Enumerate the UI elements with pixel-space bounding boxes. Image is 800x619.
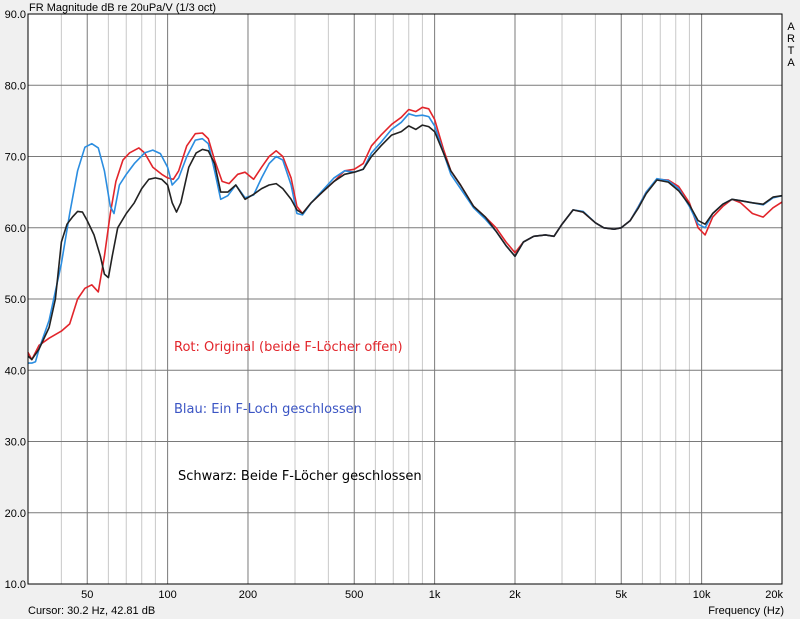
x-tick-label: 10k	[693, 589, 711, 601]
cursor-readout: Cursor: 30.2 Hz, 42.81 dB	[28, 605, 155, 617]
y-tick-label: 80.0	[5, 80, 26, 92]
plot-border	[27, 13, 783, 585]
x-tick-label: 20k	[765, 589, 783, 601]
y-tick-label: 10.0	[5, 579, 26, 591]
major-grid	[28, 14, 782, 584]
annotation-black: Schwarz: Beide F-Löcher geschlossen	[178, 469, 422, 484]
series-layer	[27, 106, 783, 364]
y-tick-label: 30.0	[5, 437, 26, 449]
x-tick-label: 50	[81, 589, 93, 601]
annotation-red: Rot: Original (beide F-Löcher offen)	[174, 340, 403, 355]
x-tick-label: 100	[158, 589, 176, 601]
chart-title: FR Magnitude dB re 20uPa/V (1/3 oct)	[29, 2, 216, 14]
annotation-blue: Blau: Ein F-Loch geschlossen	[174, 402, 362, 417]
x-tick-label: 5k	[615, 589, 627, 601]
y-tick-label: 50.0	[5, 294, 26, 306]
x-tick-label: 500	[345, 589, 363, 601]
x-tick-label: 200	[239, 589, 257, 601]
x-tick-label: 2k	[509, 589, 521, 601]
y-tick-label: 40.0	[5, 365, 26, 377]
y-tick-label: 90.0	[5, 9, 26, 21]
x-tick-label: 1k	[429, 589, 441, 601]
y-tick-label: 20.0	[5, 508, 26, 520]
x-axis-label: Frequency (Hz)	[708, 605, 784, 617]
x-tick-labels: 50 100 200 500 1k 2k 5k 10k 20k	[81, 589, 783, 601]
y-tick-label: 70.0	[5, 152, 26, 164]
y-tick-label: 60.0	[5, 223, 26, 235]
black-series-line	[27, 124, 783, 361]
y-tick-labels: 10.0 20.0 30.0 40.0 50.0 60.0 70.0 80.0 90.0	[5, 9, 26, 591]
